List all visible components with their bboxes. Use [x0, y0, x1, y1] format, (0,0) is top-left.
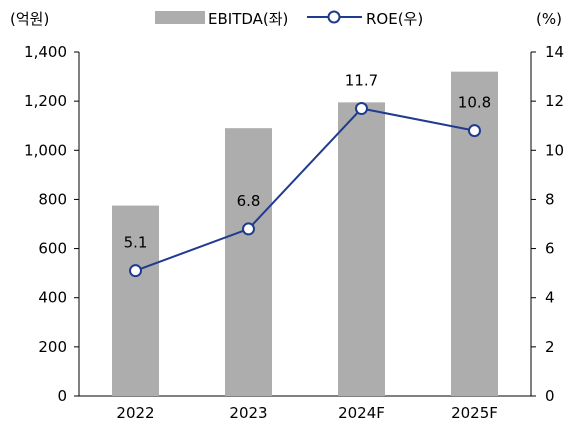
roe-point [129, 264, 142, 278]
roe-data-label: 5.1 [124, 234, 148, 252]
left-tick-label: 0 [57, 387, 67, 405]
roe-data-label: 11.7 [345, 72, 378, 90]
right-tick-label: 0 [545, 387, 555, 405]
right-tick-label: 12 [545, 92, 564, 110]
left-tick-label: 800 [38, 190, 67, 208]
legend-line-marker [327, 10, 341, 24]
ebitda-bar [451, 71, 498, 397]
right-axis-ticks: 0 2 4 6 8 10 12 14 [531, 43, 564, 405]
left-tick-label: 1,000 [24, 141, 67, 159]
x-tick-label: 2025F [451, 404, 498, 422]
ebitda-bar [338, 102, 385, 396]
legend-bar-label: EBITDA(좌) [208, 10, 288, 28]
legend: EBITDA(좌) ROE(우) [155, 10, 423, 28]
left-tick-label: 200 [38, 338, 67, 356]
x-tick-label: 2023 [229, 404, 267, 422]
left-tick-label: 1,200 [24, 92, 67, 110]
right-axis-unit: (%) [536, 10, 562, 28]
roe-line [135, 107, 475, 272]
bar-series [112, 71, 498, 397]
line-series: 5.1 6.8 11.7 10.8 [124, 72, 491, 278]
roe-data-label: 10.8 [458, 94, 491, 112]
left-tick-label: 1,400 [24, 43, 67, 61]
left-axis-ticks: 0 200 400 600 800 1,000 1,200 1,400 [24, 43, 79, 405]
legend-line-label: ROE(우) [366, 10, 423, 28]
x-tick-label: 2024F [338, 404, 385, 422]
right-tick-label: 14 [545, 43, 564, 61]
roe-data-label: 6.8 [237, 192, 261, 210]
left-axis-unit: (억원) [10, 10, 49, 28]
left-tick-label: 600 [38, 240, 67, 258]
left-tick-label: 400 [38, 289, 67, 307]
right-tick-label: 6 [545, 240, 555, 258]
ebitda-bar [225, 128, 272, 396]
x-axis-ticks: 2022 2023 2024F 2025F [116, 404, 498, 422]
right-tick-label: 4 [545, 289, 555, 307]
roe-point [355, 102, 368, 116]
legend-bar-swatch [155, 11, 205, 24]
ebitda-bar [112, 205, 159, 396]
roe-point [468, 124, 481, 138]
roe-point [242, 222, 255, 236]
right-tick-label: 10 [545, 141, 564, 159]
right-tick-label: 2 [545, 338, 555, 356]
x-tick-label: 2022 [116, 404, 154, 422]
right-tick-label: 8 [545, 190, 555, 208]
